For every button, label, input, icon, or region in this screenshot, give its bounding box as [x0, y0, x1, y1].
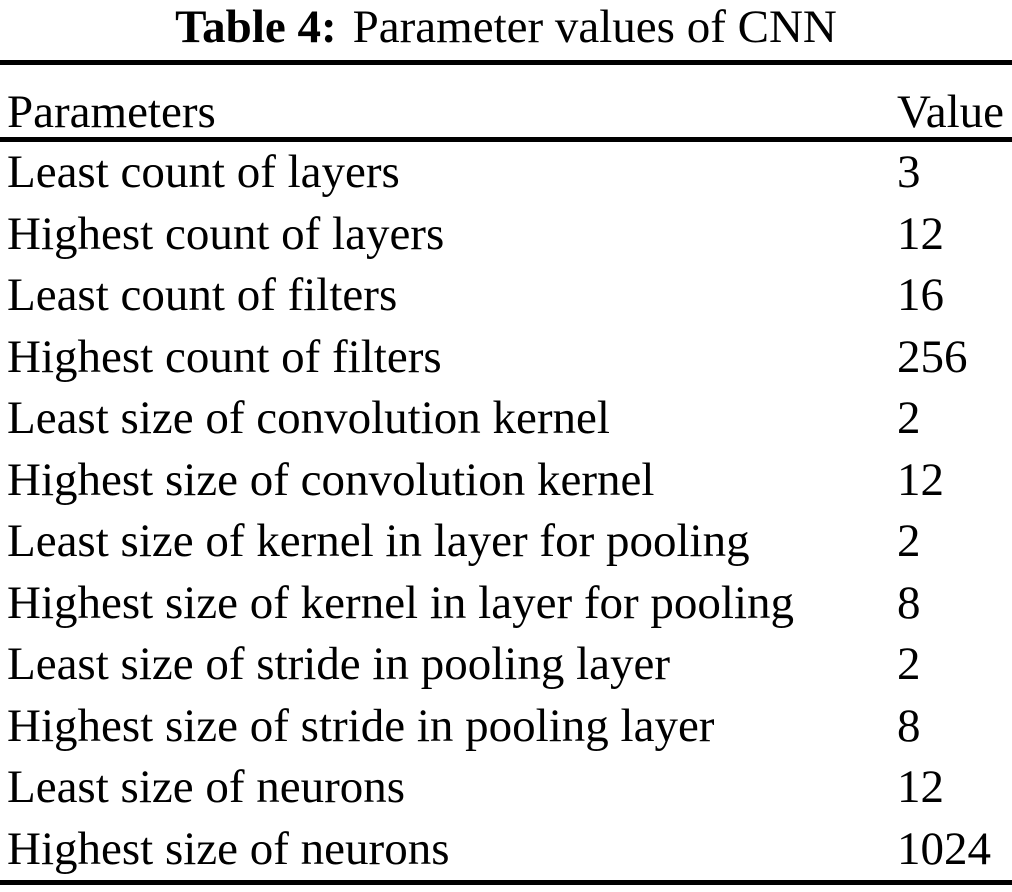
table-row: Least size of neurons 12: [0, 757, 1012, 819]
table-row: Highest count of filters 256: [0, 327, 1012, 389]
value-cell: 12: [897, 761, 944, 813]
value-cell: 16: [897, 269, 944, 321]
parameter-cell: Highest size of stride in pooling layer: [7, 699, 715, 752]
table-row: Highest count of layers 12: [0, 204, 1012, 266]
value-cell: 3: [897, 146, 921, 198]
table-row: Highest size of stride in pooling layer …: [0, 696, 1012, 758]
table-top-rule: [0, 60, 1012, 65]
table-body: Least count of layers 3 Highest count of…: [0, 142, 1012, 880]
parameter-cell: Least size of convolution kernel: [7, 392, 610, 444]
column-header-parameters: Parameters: [7, 85, 216, 138]
parameter-cell: Least count of layers: [7, 146, 400, 198]
parameter-cell: Least count of filters: [7, 269, 398, 321]
value-cell: 256: [897, 330, 968, 383]
table-caption: Table 4: Parameter values of CNN: [0, 0, 1012, 60]
value-cell: 2: [897, 638, 921, 690]
parameter-cell: Highest size of kernel in layer for pool…: [7, 576, 795, 629]
table-bottom-rule: [0, 880, 1012, 885]
parameter-cell: Least size of kernel in layer for poolin…: [7, 515, 750, 567]
value-cell: 8: [897, 699, 921, 752]
parameter-cell: Least size of neurons: [7, 761, 406, 813]
table-row: Highest size of kernel in layer for pool…: [0, 573, 1012, 635]
table-header-rule: [0, 137, 1012, 142]
value-cell: 2: [897, 515, 921, 567]
parameter-cell: Highest count of layers: [7, 207, 445, 260]
table-row: Least count of layers 3: [0, 142, 1012, 204]
parameter-cell: Least size of stride in pooling layer: [7, 638, 671, 690]
table-header-row: Parameters Value: [0, 65, 1012, 137]
table-row: Highest size of convolution kernel 12: [0, 450, 1012, 512]
table-caption-label: Table 4:: [175, 1, 337, 53]
value-cell: 12: [897, 207, 944, 260]
table-caption-text: Parameter values of CNN: [352, 1, 837, 53]
table-row: Least size of kernel in layer for poolin…: [0, 511, 1012, 573]
value-cell: 12: [897, 453, 944, 506]
parameter-cell: Highest size of convolution kernel: [7, 453, 655, 506]
value-cell: 1024: [897, 822, 991, 875]
value-cell: 8: [897, 576, 921, 629]
table-row: Least size of stride in pooling layer 2: [0, 634, 1012, 696]
value-cell: 2: [897, 392, 921, 444]
parameter-cell: Highest count of filters: [7, 330, 442, 383]
table-row: Highest size of neurons 1024: [0, 819, 1012, 881]
table-row: Least count of filters 16: [0, 265, 1012, 327]
parameter-cell: Highest size of neurons: [7, 822, 450, 875]
table-row: Least size of convolution kernel 2: [0, 388, 1012, 450]
column-header-value: Value: [897, 85, 1005, 138]
